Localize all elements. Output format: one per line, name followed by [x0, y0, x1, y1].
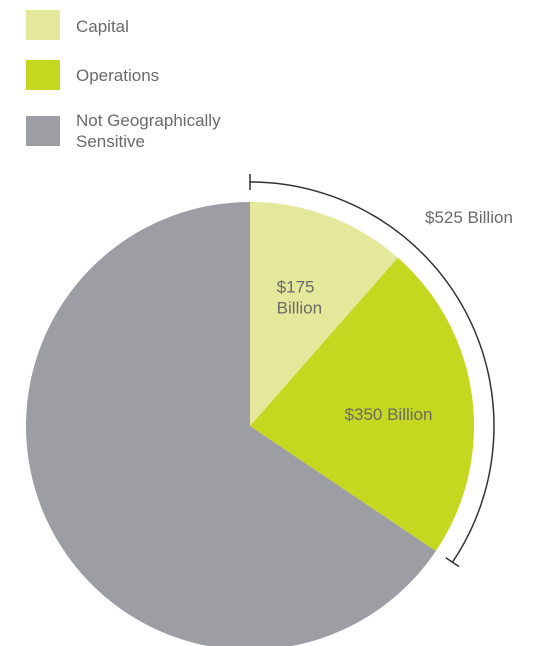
bracket-tick-end [445, 557, 460, 568]
legend-item-capital: Capital [26, 10, 296, 40]
legend-swatch-capital [26, 10, 60, 40]
slice-labels: $175 Billion $350 Billion $525 Billion [277, 208, 513, 424]
slice-label-capital: $175 Billion [277, 277, 322, 317]
legend-swatch-operations [26, 60, 60, 90]
legend-item-not-geographically-sensitive: Not Geographically Sensitive [26, 110, 276, 152]
legend-swatch-not-geographically-sensitive [26, 116, 60, 146]
legend-label-capital: Capital [76, 17, 129, 36]
legend-label-not-geographically-sensitive: Not Geographically Sensitive [76, 111, 221, 151]
legend-label-operations: Operations [76, 66, 160, 85]
bracket-arc [249, 181, 495, 563]
pie-slices [26, 202, 474, 646]
legend-item-operations: Operations [26, 60, 296, 90]
total-bracket [249, 174, 495, 568]
pie-slice-capital [250, 202, 398, 426]
bracket-label: $525 Billion [425, 208, 513, 227]
slice-label-operations: $350 Billion [345, 405, 433, 424]
pie-slice-not-geographically-sensitive [26, 202, 436, 646]
pie-slice-operations [250, 257, 474, 552]
